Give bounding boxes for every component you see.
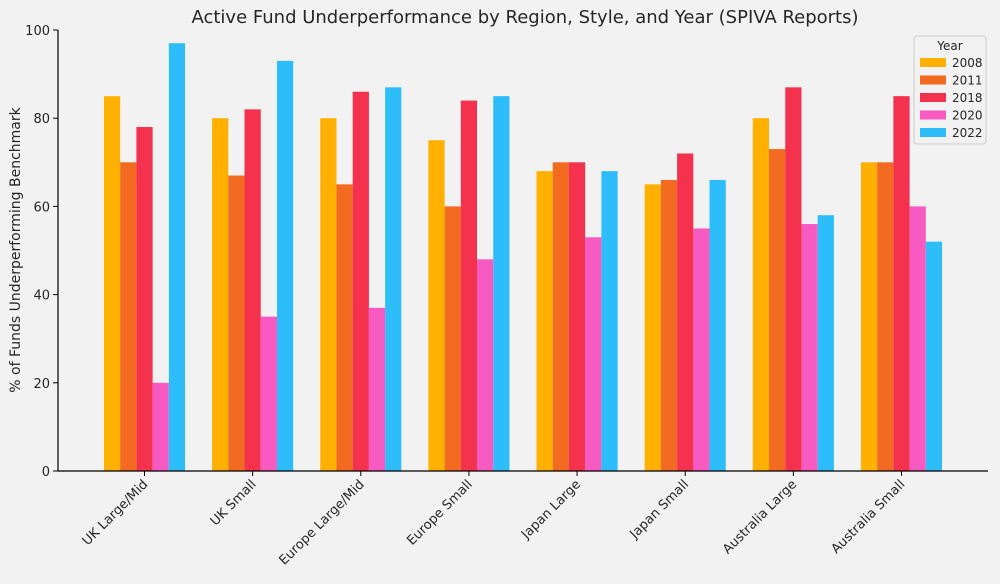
y-tick-label: 60 <box>33 200 50 215</box>
legend-label-2020: 2020 <box>952 109 983 123</box>
bar-2011-uk-small <box>228 175 245 471</box>
bar-2018-europe-small <box>460 100 478 471</box>
x-tick-label: UK Small <box>208 477 260 529</box>
y-tick-label: 40 <box>33 289 50 304</box>
bar-2020-uk-small <box>260 316 277 471</box>
bar-2018-uk-large-mid <box>136 127 153 472</box>
x-tick-label: Japan Small <box>627 477 692 542</box>
bar-2020-australia-large <box>801 224 818 471</box>
bar-2008-uk-large-mid <box>103 96 121 472</box>
bar-2018-europe-large-mid <box>352 91 369 472</box>
bar-2018-japan-small <box>677 153 694 472</box>
y-tick-label: 100 <box>25 24 50 39</box>
legend-title: Year <box>936 39 962 53</box>
bar-2022-uk-large-mid <box>168 43 186 471</box>
bars-group <box>103 43 943 472</box>
y-tick-label: 80 <box>33 112 50 127</box>
bar-2020-europe-large-mid <box>368 307 386 471</box>
legend-label-2008: 2008 <box>952 56 983 70</box>
bar-2011-japan-small <box>660 179 678 471</box>
bar-2022-europe-large-mid <box>385 87 402 471</box>
y-axis-label: % of Funds Underperforming Benchmark <box>8 106 24 392</box>
x-tick-label: UK Large/Mid <box>80 477 152 549</box>
y-tick-label: 0 <box>42 465 50 480</box>
bar-2022-uk-small <box>276 60 294 472</box>
legend: Year 2008 2011 2018 2020 2022 <box>913 35 987 145</box>
bar-2008-australia-small <box>860 162 878 472</box>
bar-2011-europe-large-mid <box>336 184 353 471</box>
x-tick-label: Australia Large <box>720 477 800 557</box>
x-tick-label: Australia Small <box>829 477 909 557</box>
bar-2011-uk-large-mid <box>120 162 137 472</box>
y-tick-label: 20 <box>33 377 50 392</box>
bar-2011-australia-large <box>769 149 786 471</box>
axes-group <box>57 30 988 472</box>
bar-2008-europe-large-mid <box>320 118 337 471</box>
legend-swatch-2011 <box>920 75 946 85</box>
bar-2022-japan-large <box>601 171 618 471</box>
bar-2018-japan-large <box>568 162 586 472</box>
bar-2020-australia-small <box>909 206 926 471</box>
legend-label-2022: 2022 <box>952 126 983 140</box>
bar-2011-japan-large <box>552 162 569 472</box>
bar-2008-australia-large <box>752 118 770 471</box>
bar-2020-uk-large-mid <box>152 382 169 471</box>
bar-2022-japan-small <box>709 179 726 471</box>
chart-title: Active Fund Underperformance by Region, … <box>191 7 858 28</box>
legend-swatch-2008 <box>920 58 946 67</box>
bar-2008-japan-small <box>644 184 661 471</box>
bar-2020-japan-large <box>585 237 602 471</box>
bar-2008-europe-small <box>428 140 445 471</box>
legend-swatch-2022 <box>920 128 946 137</box>
legend-swatch-2020 <box>920 110 946 120</box>
legend-label-2011: 2011 <box>952 74 983 88</box>
bar-2008-japan-large <box>536 171 553 471</box>
bar-2018-uk-small <box>244 109 261 471</box>
x-tick-label: Europe Small <box>404 477 475 548</box>
bar-2020-europe-small <box>477 259 494 471</box>
bar-2018-australia-large <box>785 87 802 471</box>
bar-2020-japan-small <box>693 228 710 471</box>
x-tick-label: Japan Large <box>518 477 584 543</box>
bar-2008-uk-small <box>212 118 229 471</box>
bar-2011-europe-small <box>444 206 461 471</box>
bar-2011-australia-small <box>877 162 894 472</box>
bar-2022-australia-large <box>817 215 834 471</box>
x-tick-label: Europe Large/Mid <box>276 477 367 568</box>
bar-2018-australia-small <box>893 96 910 472</box>
bar-2022-australia-small <box>925 241 943 471</box>
legend-label-2018: 2018 <box>952 91 983 105</box>
legend-swatch-2018 <box>920 93 946 102</box>
bar-2022-europe-small <box>493 96 510 472</box>
